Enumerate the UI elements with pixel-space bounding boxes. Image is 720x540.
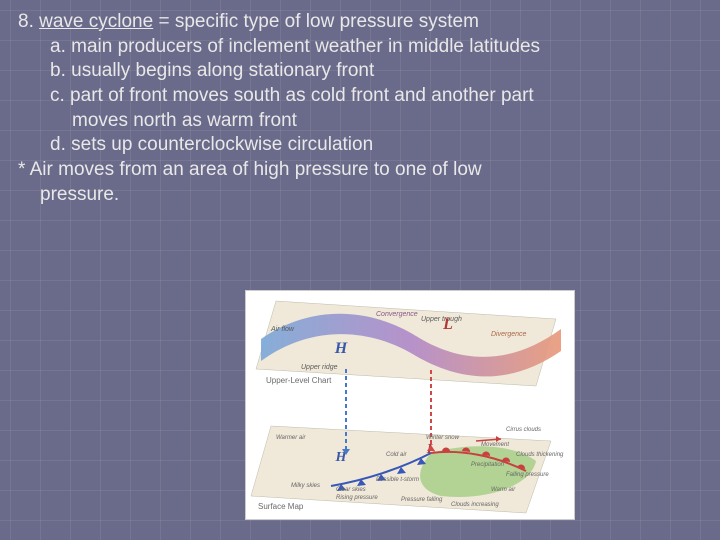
- svg-text:L: L: [442, 316, 453, 333]
- svg-text:Winter snow: Winter snow: [426, 435, 460, 441]
- diagram-container: Air flow Convergence Divergence Upper ridge…: [245, 290, 575, 520]
- svg-text:Surface Map: Surface Map: [258, 502, 304, 511]
- svg-text:Upper-Level Chart: Upper-Level Chart: [266, 376, 332, 385]
- svg-text:Clear skies: Clear skies: [336, 487, 366, 493]
- svg-text:Warmer air: Warmer air: [276, 435, 307, 441]
- line1-term: wave cyclone: [39, 11, 153, 32]
- svg-text:Upper trough: Upper trough: [421, 316, 462, 323]
- line-5: moves north as warm front: [18, 109, 702, 134]
- line-6: d. sets up counterclockwise circulation: [18, 133, 702, 158]
- svg-text:Clouds increasing: Clouds increasing: [451, 502, 499, 508]
- svg-text:Cold air: Cold air: [386, 452, 408, 458]
- line-4: c. part of front moves south as cold fro…: [18, 84, 702, 109]
- line1-prefix: 8.: [18, 11, 39, 32]
- svg-text:Milky skies: Milky skies: [291, 483, 320, 489]
- line-3: b. usually begins along stationary front: [18, 59, 702, 84]
- svg-text:Warm air: Warm air: [491, 487, 516, 493]
- svg-text:Movement: Movement: [481, 442, 509, 448]
- line-7: * Air moves from an area of high pressur…: [18, 158, 702, 183]
- svg-text:Falling pressure: Falling pressure: [506, 472, 549, 478]
- svg-text:Air flow: Air flow: [270, 326, 295, 333]
- svg-text:Cirrus clouds: Cirrus clouds: [506, 427, 541, 433]
- svg-text:Pressure falling: Pressure falling: [401, 497, 443, 503]
- svg-text:H: H: [334, 340, 348, 357]
- diagram-svg: Air flow Convergence Divergence Upper ridge…: [246, 291, 576, 521]
- svg-text:Possible t-storm: Possible t-storm: [376, 477, 419, 483]
- svg-text:Rising pressure: Rising pressure: [336, 495, 378, 501]
- line-2: a. main producers of inclement weather i…: [18, 35, 702, 60]
- svg-text:Precipitation: Precipitation: [471, 462, 505, 468]
- svg-text:Divergence: Divergence: [491, 331, 527, 338]
- line-1: 8. wave cyclone = specific type of low p…: [18, 10, 702, 35]
- svg-text:Convergence: Convergence: [376, 311, 418, 318]
- svg-text:Upper ridge: Upper ridge: [301, 364, 338, 371]
- svg-text:Clouds thickening: Clouds thickening: [516, 452, 564, 458]
- line1-rest: = specific type of low pressure system: [153, 11, 479, 32]
- diagram: Air flow Convergence Divergence Upper ridge…: [246, 291, 574, 519]
- line-8: pressure.: [18, 183, 702, 208]
- slide-text-block: 8. wave cyclone = specific type of low p…: [0, 0, 720, 208]
